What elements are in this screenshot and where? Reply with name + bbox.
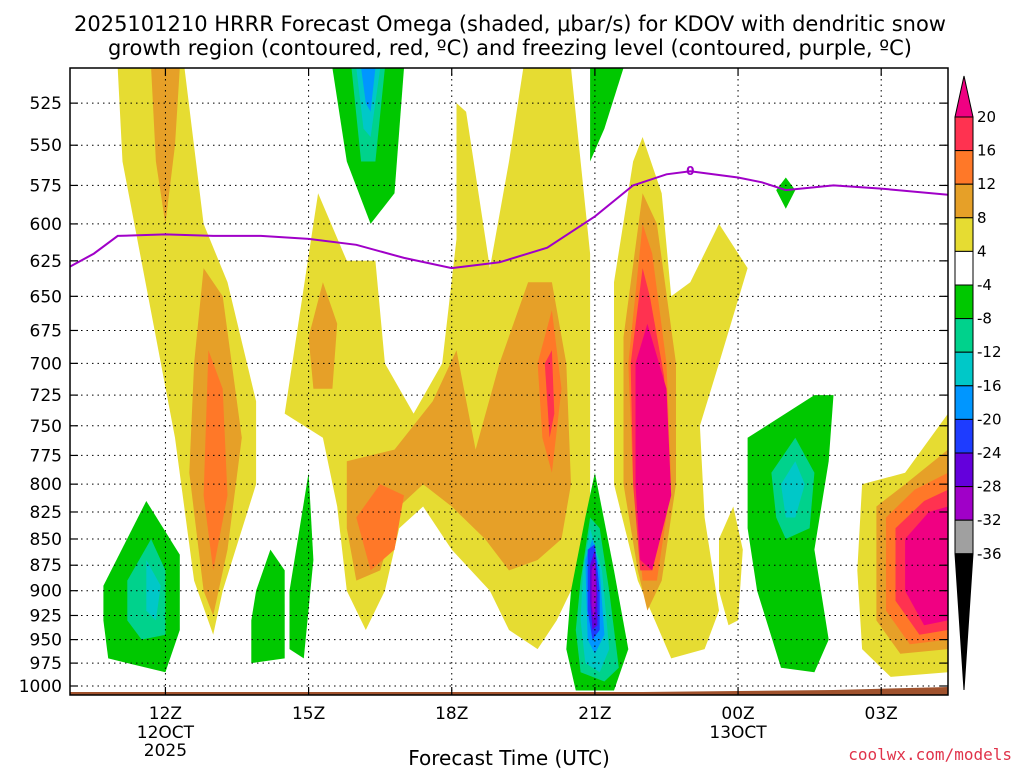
colorbar-segment [954,116,974,152]
colorbar: 20 16 12 8 4 -4 -8 -12 -16 -20 -24 -28 -32 -36 [954,75,1002,691]
colorbar-segment [954,217,974,252]
colorbar-label: 8 [977,209,987,227]
colorbar-label: 16 [977,142,996,160]
omega-region-green-left-mid [251,549,285,664]
colorbar-segment [954,486,974,521]
omega-region-cyan-right [781,461,805,518]
colorbar-label: -16 [977,377,1002,395]
omega-region-orange-mid [346,282,571,581]
x-tick-label: 12Z [149,704,182,724]
colorbar-label: -12 [977,343,1002,361]
colorbar-segment [954,318,974,353]
freezing-level-label: 0 [686,164,694,178]
colorbar-label: -28 [977,478,1002,496]
colorbar-segment [954,418,974,454]
chart-title-line1: 2025101210 HRRR Forecast Omega (shaded, … [74,12,946,36]
omega-region-orange-15z [308,282,338,389]
omega-region-yellow-right-small [719,506,743,626]
colorbar-bottom-arrow [954,553,974,691]
y-tick-label: 550 [30,136,62,156]
omega-region-red-20z [544,350,555,438]
y-tick-label: 750 [30,417,62,437]
colorbar-label: -8 [977,310,992,328]
y-tick-label: 850 [30,530,62,550]
x-tick-label: 18Z [435,704,468,724]
plot-frame [69,67,949,696]
credit-text: coolwx.com/models [848,745,1012,764]
colorbar-top-arrow [954,75,974,118]
omega-shaded-regions [103,68,948,691]
y-tick-label: 575 [30,176,62,196]
omega-region-magenta-22z [635,323,672,571]
y-tick-label: 900 [30,582,62,602]
y-tick-label: 650 [30,287,62,307]
freezing-level-contour: 0 [70,164,948,270]
y-tick-label: 825 [30,503,62,523]
y-tick-label: 625 [30,252,62,272]
x-tick-date: 12OCT [137,723,195,743]
y-tick-label: 525 [30,94,62,114]
omega-region-blue-16z-top [361,68,376,112]
ground-layer [70,686,948,695]
y-tick-label: 800 [30,475,62,495]
y-tick-label: 975 [30,654,62,674]
x-tick-label: 03Z [865,704,898,724]
x-tick-date: 13OCT [709,723,767,743]
y-tick-label: 725 [30,386,62,406]
colorbar-segment [954,351,974,387]
y-tick-label: 700 [30,354,62,374]
freezing-level-line [70,170,948,270]
colorbar-segment [954,284,974,320]
colorbar-label: -32 [977,511,1002,529]
colorbar-label: -36 [977,545,1002,563]
colorbar-segment [954,150,974,185]
colorbar-label: -20 [977,410,1002,428]
colorbar-label: 12 [977,175,996,193]
y-tick-label: 775 [30,446,62,466]
omega-region-green-right-small [776,177,796,209]
x-tick-label: 15Z [292,704,325,724]
colorbar-label: -24 [977,444,1002,462]
y-tick-label: 950 [30,631,62,651]
colorbar-segment [954,183,974,219]
y-tick-label: 925 [30,606,62,626]
y-tick-label: 1000 [19,677,62,697]
colorbar-label: 20 [977,108,996,126]
colorbar-segment [954,519,974,555]
colorbar-segment [954,452,974,488]
y-axis-ticks: 525 550 575 600 625 650 675 700 725 750 775 800 825 8… [19,94,948,697]
colorbar-label: 4 [977,242,987,260]
ground-strip [70,686,948,695]
colorbar-segment [954,385,974,420]
omega-region-orange2-mid [356,484,404,571]
omega-region-magenta-right-edge [905,506,948,626]
x-tick-label: 21Z [578,704,611,724]
x-tick-year: 2025 [144,741,187,761]
omega-region-green-21z-top [590,68,624,162]
chart-title-line2: growth region (contoured, red, ºC) and f… [108,36,912,60]
y-tick-label: 600 [30,215,62,235]
y-tick-label: 675 [30,321,62,341]
colorbar-label: -4 [977,276,992,294]
colorbar-segment [954,250,974,286]
omega-region-orange2-left [203,350,228,571]
x-tick-label: 00Z [721,704,754,724]
y-tick-label: 875 [30,556,62,576]
x-axis-label: Forecast Time (UTC) [408,746,610,768]
grid-lines [70,68,948,695]
